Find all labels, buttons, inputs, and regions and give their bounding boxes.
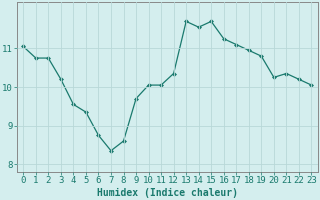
X-axis label: Humidex (Indice chaleur): Humidex (Indice chaleur) <box>97 188 238 198</box>
